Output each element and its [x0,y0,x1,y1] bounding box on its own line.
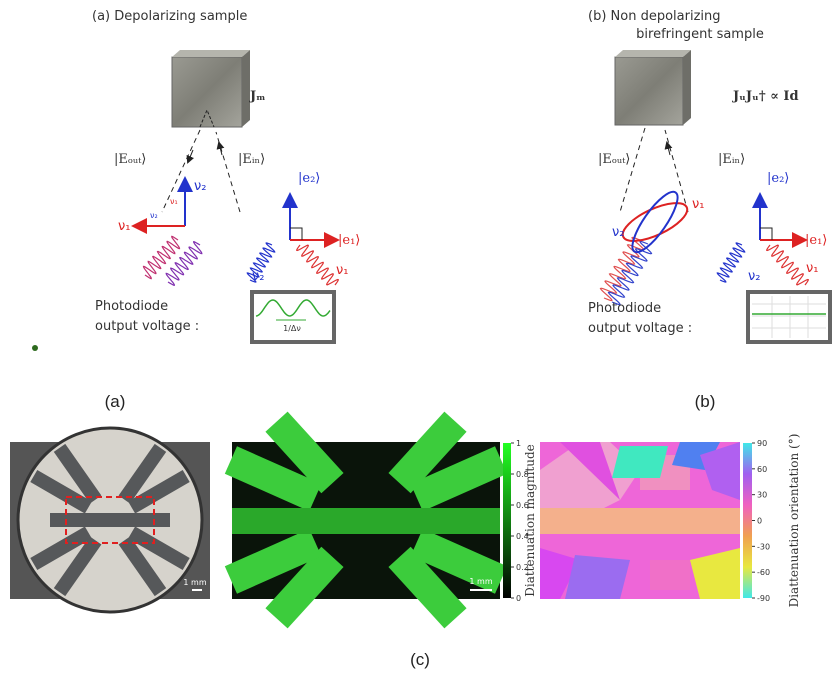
basis-label: |e₂⟩ [767,171,789,186]
photodiode-label: output voltage : [588,321,692,336]
oscilloscope [252,292,334,342]
wave [297,245,339,285]
nu1-label: ν₁ [170,197,178,206]
colorbar-tick-label: 0 [757,517,762,526]
wave [717,243,744,282]
caption: (a) [105,392,126,411]
caption: (c) [410,650,430,669]
cube-top [172,50,250,57]
photodiode-label: Photodiode [95,299,168,314]
matrix-label: Jₘ [249,89,266,104]
colorbar-tick-label: -60 [757,568,770,577]
nu2-label: ν₂ [150,211,158,220]
nu1-label: ν₁ [806,261,818,276]
magnitude-map: 1 mm [231,422,501,619]
panel-title: (a) Depolarizing sample [92,9,247,24]
photodiode-label: Photodiode [588,301,661,316]
nu2-label: ν₂ [252,269,264,284]
colorbar-tick-label: 0 [516,594,521,603]
colorbar-label: Diattenuation magnitude [523,444,537,597]
figure: (a) Depolarizing sample Jₘ |Eₒᵤₜ⟩ |Eᵢₙ⟩ … [0,0,840,690]
nu2-label: ν₂ [194,179,206,194]
wave [609,241,652,304]
scale-bar-label: 1 mm [183,578,206,587]
colorbar [743,443,752,598]
colorbar-tick-label: 60 [757,465,767,474]
scale-bar-label: 1 mm [469,577,492,586]
cube-side [683,50,691,125]
field-label: |Eₒᵤₜ⟩ [114,152,146,167]
panel-title: (b) Non depolarizing [588,9,721,24]
field-label: |Eₒᵤₜ⟩ [598,152,630,167]
colorbar-tick-label: 90 [757,439,767,448]
nu2-label: ν₂ [612,225,624,240]
beam-out [620,128,645,212]
beam-out [162,130,200,212]
cube-side [242,50,250,127]
field-label: |Eᵢₙ⟩ [718,152,745,167]
sample-cube [615,57,683,125]
caption: (b) [695,392,716,411]
nu2-label: ν₂ [748,269,760,284]
panel-title: birefringent sample [636,27,764,42]
sample-cube [172,57,242,127]
photo: 1 mm [10,428,210,612]
beam-arrow [188,150,193,162]
basis-label: |e₁⟩ [805,233,827,248]
colorbar-tick-label: 30 [757,491,767,500]
cube-top [615,50,691,57]
nu1-label: ν₁ [336,263,348,278]
right-angle [290,228,302,240]
wave [767,245,809,285]
photodiode-label: output voltage : [95,319,199,334]
right-angle [760,228,772,240]
colorbar-label: Diattenuation orientation (°) [787,434,801,608]
basis-label: |e₁⟩ [338,233,360,248]
basis-label: |e₂⟩ [298,171,320,186]
bullet [32,345,38,351]
waves [144,236,809,304]
wave [601,237,644,300]
period-label: 1/Δν [283,324,301,333]
colorbar [503,443,511,598]
colorbar-tick-label: -90 [757,594,770,603]
beam-arrow [667,143,670,155]
oscilloscope [748,292,830,342]
matrix-label: JᵤJᵤ† ∝ Id [732,89,799,104]
colorbar-tick-label: 1 [516,439,521,448]
field-label: |Eᵢₙ⟩ [238,152,265,167]
nu1-label: ν₁ [692,197,704,212]
colorbar-tick-label: -30 [757,542,770,551]
nu1-label: ν₁ [118,219,130,234]
orientation-map [540,442,740,599]
